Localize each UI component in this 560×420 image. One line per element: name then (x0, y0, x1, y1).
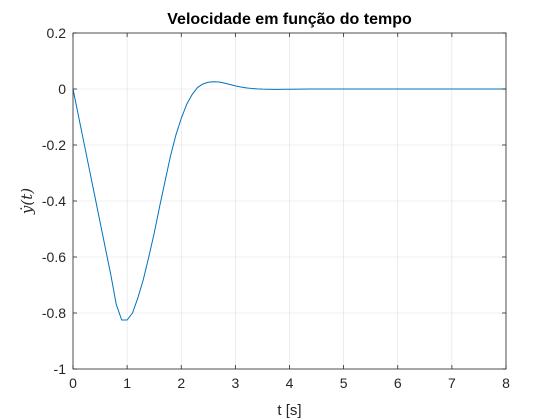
x-tick-label: 8 (502, 375, 510, 391)
y-tick-label: 0 (58, 81, 66, 97)
y-tick-label: -0.8 (42, 305, 66, 321)
x-tick-label: 6 (394, 375, 402, 391)
y-tick-label: -1 (54, 361, 67, 377)
x-tick-label: 5 (340, 375, 348, 391)
x-tick-label: 1 (123, 375, 131, 391)
x-tick-label: 7 (448, 375, 456, 391)
chart-title: Velocidade em função do tempo (167, 11, 412, 28)
x-tick-label: 0 (69, 375, 77, 391)
x-tick-label: 2 (177, 375, 185, 391)
y-tick-label: -0.4 (42, 193, 66, 209)
y-axis-label: ẏ(t) (18, 188, 36, 215)
y-tick-label: -0.2 (42, 137, 66, 153)
y-tick-label: 0.2 (47, 25, 67, 41)
x-tick-label: 3 (231, 375, 239, 391)
y-tick-label: -0.6 (42, 249, 66, 265)
x-tick-label: 4 (286, 375, 294, 391)
x-axis-label: t [s] (277, 402, 301, 419)
